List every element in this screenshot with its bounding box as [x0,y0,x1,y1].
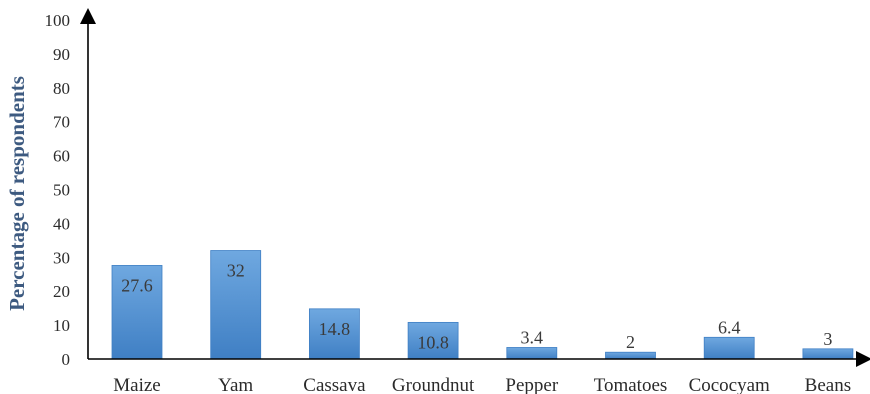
x-category-label: Cassava [303,375,366,394]
bar [703,336,755,360]
x-category-label: Beans [805,375,851,394]
bar-data-label: 6.4 [718,317,741,337]
bar [802,348,854,360]
bar-data-label: 3.4 [521,327,544,347]
bar-data-label: 3 [823,329,832,349]
y-tick-label: 0 [62,350,71,369]
bar [111,265,163,360]
x-category-label: Pepper [505,375,558,394]
x-axis-labels: Maize Yam Cassava Groundnut Pepper Tomatoes Co… [113,375,851,394]
x-category-label: Yam [218,375,253,394]
x-category-label: Maize [113,375,160,394]
bar-data-label: 2 [626,332,635,352]
bar [506,347,558,360]
y-tick-label: 100 [45,11,71,30]
y-tick-label: 70 [53,113,70,132]
y-tick-label: 90 [53,45,70,64]
y-tick-label: 60 [53,147,70,166]
x-category-label: Cococyam [689,375,770,394]
y-tick-label: 50 [53,181,70,200]
bar [407,321,459,360]
bar [210,250,262,360]
y-tick-label: 10 [53,316,70,335]
y-tick-label: 40 [53,214,70,233]
x-category-label: Groundnut [392,375,475,394]
data-labels-group: 27.6 32 14.8 10.8 3.4 2 6.4 3 [121,261,832,353]
y-tick-label: 80 [53,79,70,98]
bar-data-label: 32 [227,261,245,281]
bar-data-label: 10.8 [417,332,449,352]
bar-data-label: 14.8 [319,319,351,339]
x-category-label: Tomatoes [594,375,668,394]
y-tick-label: 20 [53,282,70,301]
bar-data-label: 27.6 [121,275,153,295]
bar [605,351,656,360]
y-axis-ticks: 0 10 20 30 40 50 60 70 80 90 100 [45,11,71,369]
bar [308,308,360,360]
bars-group [111,250,854,360]
y-tick-label: 30 [53,248,70,267]
y-axis-title: Percentage of respondents [5,76,29,311]
